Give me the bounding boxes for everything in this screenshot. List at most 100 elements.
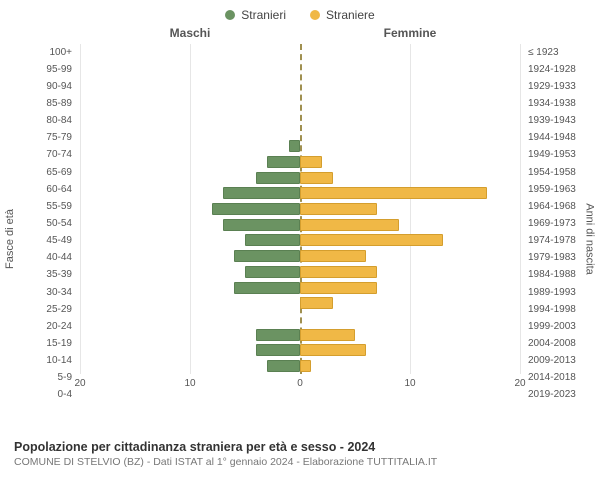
bar-male: [289, 140, 300, 152]
birth-label: 2019-2023: [528, 390, 600, 400]
pyramid-row: [80, 359, 520, 373]
birth-label: 1994-1998: [528, 305, 600, 315]
age-label: 15-19: [0, 339, 72, 349]
pyramid-row: [80, 61, 520, 75]
pyramid-row: [80, 249, 520, 263]
pyramid-row: [80, 139, 520, 153]
birth-label: 1989-1993: [528, 288, 600, 298]
bar-male: [256, 344, 300, 356]
age-label: 75-79: [0, 133, 72, 143]
birth-label: 1984-1988: [528, 270, 600, 280]
bar-male: [234, 250, 300, 262]
age-label: 85-89: [0, 99, 72, 109]
birth-label: 1949-1953: [528, 150, 600, 160]
bar-male: [256, 329, 300, 341]
pyramid-row: [80, 76, 520, 90]
bar-male: [223, 187, 300, 199]
age-label: 20-24: [0, 322, 72, 332]
gridline: [520, 44, 521, 374]
age-label: 10-14: [0, 356, 72, 366]
age-label: 50-54: [0, 219, 72, 229]
legend-item-male: Stranieri: [225, 8, 286, 22]
bar-female: [300, 156, 322, 168]
header-female: Femmine: [300, 26, 520, 40]
pyramid-row: [80, 343, 520, 357]
bar-female: [300, 187, 487, 199]
age-label: 30-34: [0, 288, 72, 298]
bar-male: [256, 172, 300, 184]
x-tick: 0: [297, 378, 303, 389]
bar-male: [212, 203, 300, 215]
bar-female: [300, 172, 333, 184]
footer-subtitle: COMUNE DI STELVIO (BZ) - Dati ISTAT al 1…: [14, 456, 586, 468]
legend-label-female: Straniere: [326, 8, 375, 22]
age-label: 80-84: [0, 116, 72, 126]
birth-label: ≤ 1923: [528, 48, 600, 58]
birth-label: 1934-1938: [528, 99, 600, 109]
bar-female: [300, 219, 399, 231]
x-tick: 10: [184, 378, 195, 389]
y-axis-left: 100+95-9990-9485-8980-8475-7970-7465-696…: [0, 44, 76, 404]
chart-legend: Stranieri Straniere: [0, 0, 600, 26]
birth-label: 2014-2018: [528, 373, 600, 383]
bar-male: [223, 219, 300, 231]
x-axis: 201001020: [80, 374, 520, 404]
age-label: 0-4: [0, 390, 72, 400]
pyramid-row: [80, 123, 520, 137]
header-male: Maschi: [80, 26, 300, 40]
birth-label: 1974-1978: [528, 236, 600, 246]
birth-label: 1939-1943: [528, 116, 600, 126]
age-label: 55-59: [0, 202, 72, 212]
bar-female: [300, 297, 333, 309]
birth-label: 1964-1968: [528, 202, 600, 212]
age-label: 40-44: [0, 253, 72, 263]
pyramid-row: [80, 328, 520, 342]
bar-male: [245, 234, 300, 246]
column-headers: Maschi Femmine: [0, 26, 600, 44]
pyramid-row: [80, 265, 520, 279]
x-tick: 20: [514, 378, 525, 389]
legend-item-female: Straniere: [310, 8, 375, 22]
pyramid-row: [80, 296, 520, 310]
x-tick: 20: [74, 378, 85, 389]
birth-label: 1979-1983: [528, 253, 600, 263]
pyramid-row: [80, 92, 520, 106]
pyramid-row: [80, 312, 520, 326]
birth-label: 1929-1933: [528, 82, 600, 92]
age-label: 65-69: [0, 168, 72, 178]
legend-label-male: Stranieri: [241, 8, 286, 22]
x-tick: 10: [404, 378, 415, 389]
bar-female: [300, 266, 377, 278]
pyramid-row: [80, 233, 520, 247]
birth-label: 1959-1963: [528, 185, 600, 195]
bar-male: [267, 156, 300, 168]
bar-female: [300, 344, 366, 356]
pyramid-row: [80, 281, 520, 295]
legend-swatch-male: [225, 10, 235, 20]
age-label: 95-99: [0, 65, 72, 75]
bar-female: [300, 360, 311, 372]
bar-male: [234, 282, 300, 294]
age-label: 45-49: [0, 236, 72, 246]
age-label: 35-39: [0, 270, 72, 280]
plot-area: [80, 44, 520, 374]
footer-title: Popolazione per cittadinanza straniera p…: [14, 440, 586, 454]
chart-area: Fasce di età Anni di nascita 100+95-9990…: [0, 44, 600, 434]
age-label: 5-9: [0, 373, 72, 383]
bar-female: [300, 329, 355, 341]
pyramid-row: [80, 218, 520, 232]
birth-label: 1954-1958: [528, 168, 600, 178]
pyramid-row: [80, 202, 520, 216]
bar-male: [267, 360, 300, 372]
pyramid-row: [80, 45, 520, 59]
age-label: 60-64: [0, 185, 72, 195]
pyramid-row: [80, 186, 520, 200]
age-label: 100+: [0, 48, 72, 58]
bar-female: [300, 234, 443, 246]
birth-label: 1969-1973: [528, 219, 600, 229]
chart-footer: Popolazione per cittadinanza straniera p…: [0, 434, 600, 468]
birth-label: 2009-2013: [528, 356, 600, 366]
birth-label: 1944-1948: [528, 133, 600, 143]
pyramid-row: [80, 171, 520, 185]
age-label: 90-94: [0, 82, 72, 92]
